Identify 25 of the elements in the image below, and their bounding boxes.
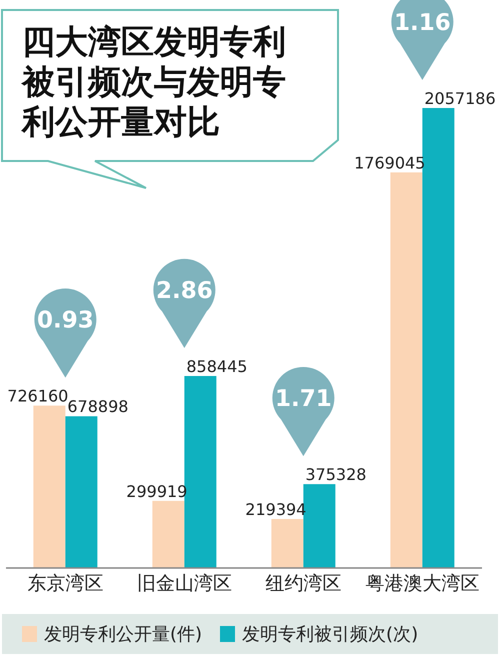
annotation: 2.86 xyxy=(156,278,213,304)
bar xyxy=(422,108,454,568)
data-label: 858445 xyxy=(186,357,248,376)
map-pin-icon: 0.93 xyxy=(34,288,96,378)
annotation: 1.71 xyxy=(274,386,332,412)
chart-title: 四大湾区发明专利被引频次与发明专利公开量对比 xyxy=(22,22,287,142)
data-label: 678898 xyxy=(67,397,128,416)
bar xyxy=(65,416,98,568)
bar xyxy=(271,518,304,568)
legend-label: 发明专利被引频次(次) xyxy=(242,623,418,646)
x-tick-label: 东京湾区 xyxy=(28,572,104,594)
legend-label: 发明专利公开量(件) xyxy=(44,623,202,646)
bar xyxy=(390,172,422,568)
x-tick-label: 纽约湾区 xyxy=(266,572,342,594)
x-tick-label: 旧金山湾区 xyxy=(137,572,232,594)
data-label: 726160 xyxy=(7,386,68,406)
data-label: 2057186 xyxy=(424,89,496,108)
data-label: 375328 xyxy=(305,465,366,484)
bar xyxy=(152,500,184,568)
x-tick-label: 粤港澳大湾区 xyxy=(366,572,480,594)
map-pin-icon: 1.16 xyxy=(391,0,454,80)
map-pin-icon: 2.86 xyxy=(153,258,216,348)
map-pin-icon: 1.71 xyxy=(272,366,334,456)
annotation: 0.93 xyxy=(36,308,94,334)
bar xyxy=(33,406,66,568)
